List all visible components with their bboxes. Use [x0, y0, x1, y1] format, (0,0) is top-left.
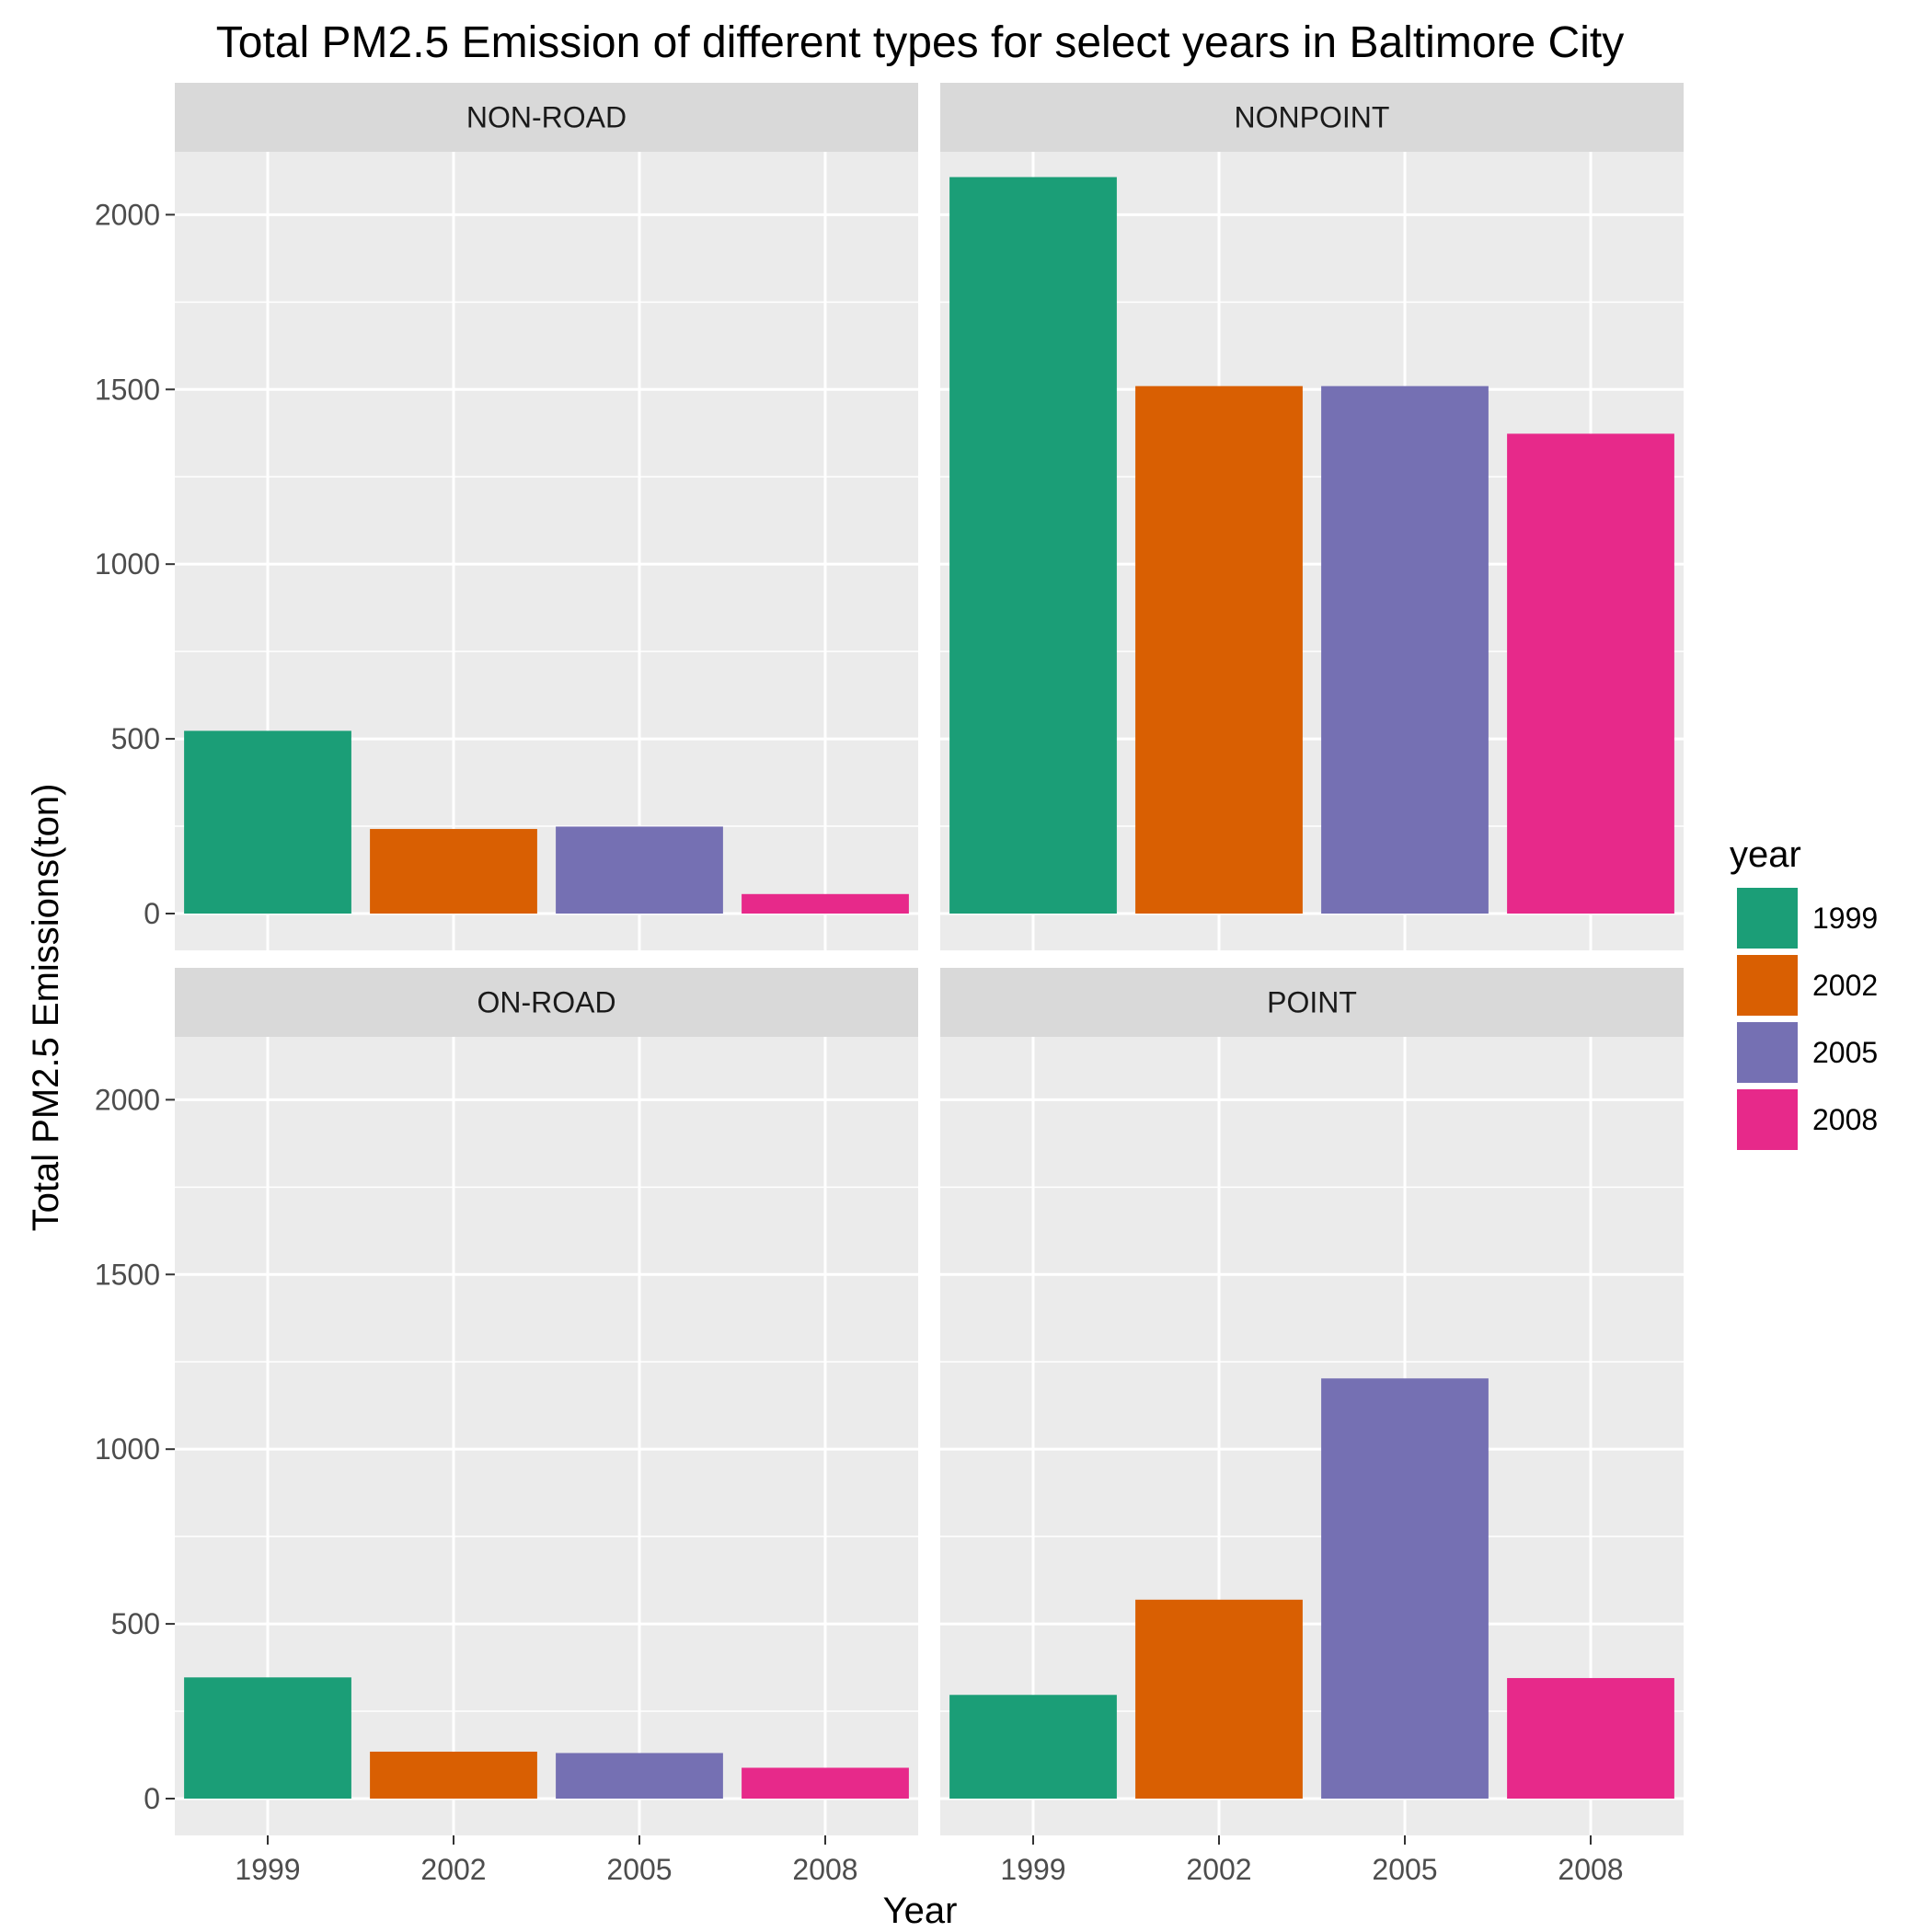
y-tick-label: 500: [111, 722, 160, 755]
bar-on-road-2002: [370, 1751, 537, 1799]
legend-key-2002: [1737, 955, 1798, 1016]
facet-strip-label: POINT: [1267, 986, 1357, 1019]
chart-title: Total PM2.5 Emission of different types …: [216, 18, 1624, 67]
y-tick-label: 1500: [95, 373, 160, 406]
y-tick-label: 1500: [95, 1258, 160, 1291]
legend-key-2005: [1737, 1022, 1798, 1083]
x-tick-label: 1999: [235, 1853, 300, 1886]
facet-panel-on-road: ON-ROAD 0 500 1000 1500 2000 1999 2002 2005 2008: [95, 968, 918, 1886]
facet-panel-non-road: NON-ROAD 0 500 1000 1500 2000: [95, 83, 918, 950]
y-tick-label: 0: [144, 897, 160, 930]
bar-non-road-2008: [742, 893, 909, 914]
bar-point-1999: [949, 1695, 1117, 1799]
facet-strip-label: NONPOINT: [1235, 101, 1390, 134]
facet-strip: [175, 968, 918, 1037]
facet-panel-nonpoint: NONPOINT: [940, 83, 1684, 950]
x-tick-label: 2005: [606, 1853, 672, 1886]
x-tick-label: 2008: [792, 1853, 857, 1886]
legend-label-2005: 2005: [1812, 1036, 1878, 1069]
legend: year 1999 2002 2005 2008: [1730, 834, 1878, 1150]
y-axis-title: Total PM2.5 Emissions(ton): [26, 784, 66, 1232]
bar-on-road-1999: [184, 1677, 351, 1799]
facet-panels: NON-ROAD 0 500 1000 1500 2000 NONPOINT ON-ROAD 0…: [95, 83, 1684, 1886]
y-tick-label: 1000: [95, 547, 160, 581]
bar-non-road-2002: [370, 829, 537, 914]
legend-label-1999: 1999: [1812, 902, 1878, 935]
bar-nonpoint-1999: [949, 177, 1117, 914]
bar-non-road-1999: [184, 730, 351, 914]
x-axis-title: Year: [883, 1891, 958, 1931]
bar-point-2005: [1321, 1378, 1489, 1799]
facet-strip: [940, 968, 1684, 1037]
legend-label-2008: 2008: [1812, 1103, 1878, 1136]
y-tick-label: 1000: [95, 1432, 160, 1466]
bar-point-2008: [1507, 1677, 1674, 1799]
y-tick-label: 0: [144, 1782, 160, 1815]
x-tick-label: 2005: [1372, 1853, 1437, 1886]
y-tick-label: 2000: [95, 198, 160, 231]
y-tick-label: 500: [111, 1607, 160, 1640]
bar-nonpoint-2008: [1507, 433, 1674, 914]
legend-title: year: [1730, 834, 1801, 875]
legend-label-2002: 2002: [1812, 969, 1878, 1002]
bar-nonpoint-2002: [1135, 385, 1303, 914]
x-tick-label: 2008: [1558, 1853, 1623, 1886]
y-tick-label: 2000: [95, 1083, 160, 1116]
bar-non-road-2005: [556, 826, 723, 914]
x-tick-label: 2002: [1186, 1853, 1251, 1886]
facet-panel-point: POINT 1999 2002 2005 2008: [940, 968, 1684, 1886]
x-tick-label: 1999: [1000, 1853, 1065, 1886]
facet-strip-label: NON-ROAD: [466, 101, 627, 134]
bar-on-road-2008: [742, 1767, 909, 1799]
x-tick-label: 2002: [420, 1853, 486, 1886]
bar-point-2002: [1135, 1599, 1303, 1799]
facet-strip: [940, 83, 1684, 152]
facet-strip: [175, 83, 918, 152]
bar-nonpoint-2005: [1321, 385, 1489, 914]
legend-key-1999: [1737, 888, 1798, 949]
legend-key-2008: [1737, 1089, 1798, 1150]
facet-strip-label: ON-ROAD: [477, 986, 615, 1019]
bar-on-road-2005: [556, 1753, 723, 1799]
